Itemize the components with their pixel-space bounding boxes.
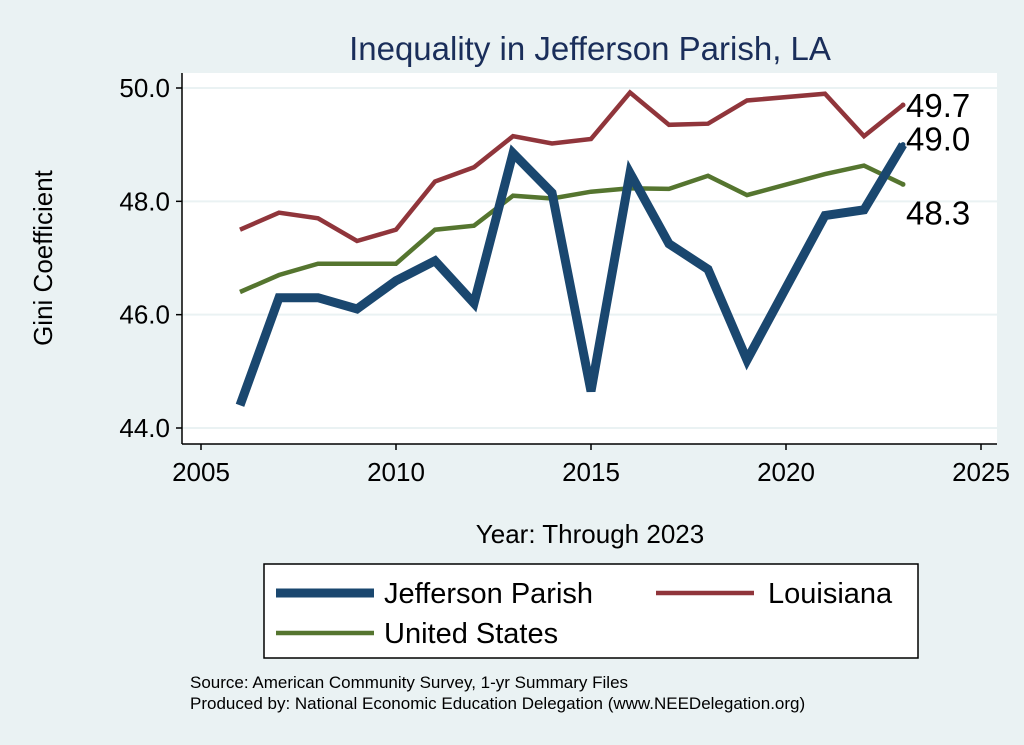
y-tick-label: 46.0 — [119, 300, 170, 330]
y-tick-label: 50.0 — [119, 73, 170, 103]
y-tick-label: 44.0 — [119, 413, 170, 443]
end-marker-louisiana — [900, 102, 906, 108]
end-label-united-states: 48.3 — [906, 194, 970, 231]
axis-layer: 44.0 46.0 48.0 50.0 2005 2010 2015 2020 2025 — [119, 73, 1010, 487]
end-marker-jefferson-parish — [900, 142, 906, 148]
end-label-jefferson-parish: 49.0 — [906, 121, 970, 158]
legend-label-united-states: United States — [384, 618, 558, 650]
x-tick-label: 2005 — [172, 457, 230, 487]
source-note: Source: American Community Survey, 1-yr … — [190, 673, 628, 692]
chart-title: Inequality in Jefferson Parish, LA — [349, 30, 831, 67]
legend-box — [263, 563, 919, 659]
x-tick-label: 2015 — [562, 457, 620, 487]
legend: Jefferson Parish Louisiana United States — [263, 563, 919, 659]
x-tick-label: 2025 — [952, 457, 1010, 487]
legend-label-louisiana: Louisiana — [768, 578, 893, 610]
end-label-louisiana: 49.7 — [906, 87, 970, 124]
end-marker-united-states — [900, 181, 906, 187]
y-tick-label: 48.0 — [119, 186, 170, 216]
x-tick-label: 2010 — [367, 457, 425, 487]
grid-layer — [182, 87, 997, 429]
series-layer — [235, 89, 907, 407]
producer-note: Produced by: National Economic Education… — [190, 694, 805, 713]
legend-label-jefferson-parish: Jefferson Parish — [384, 578, 593, 610]
x-axis-label: Year: Through 2023 — [476, 519, 704, 549]
x-tick-label: 2020 — [757, 457, 815, 487]
end-labels: 49.049.7 48.3 — [906, 87, 970, 231]
y-axis-label: Gini Coefficient — [28, 169, 58, 346]
